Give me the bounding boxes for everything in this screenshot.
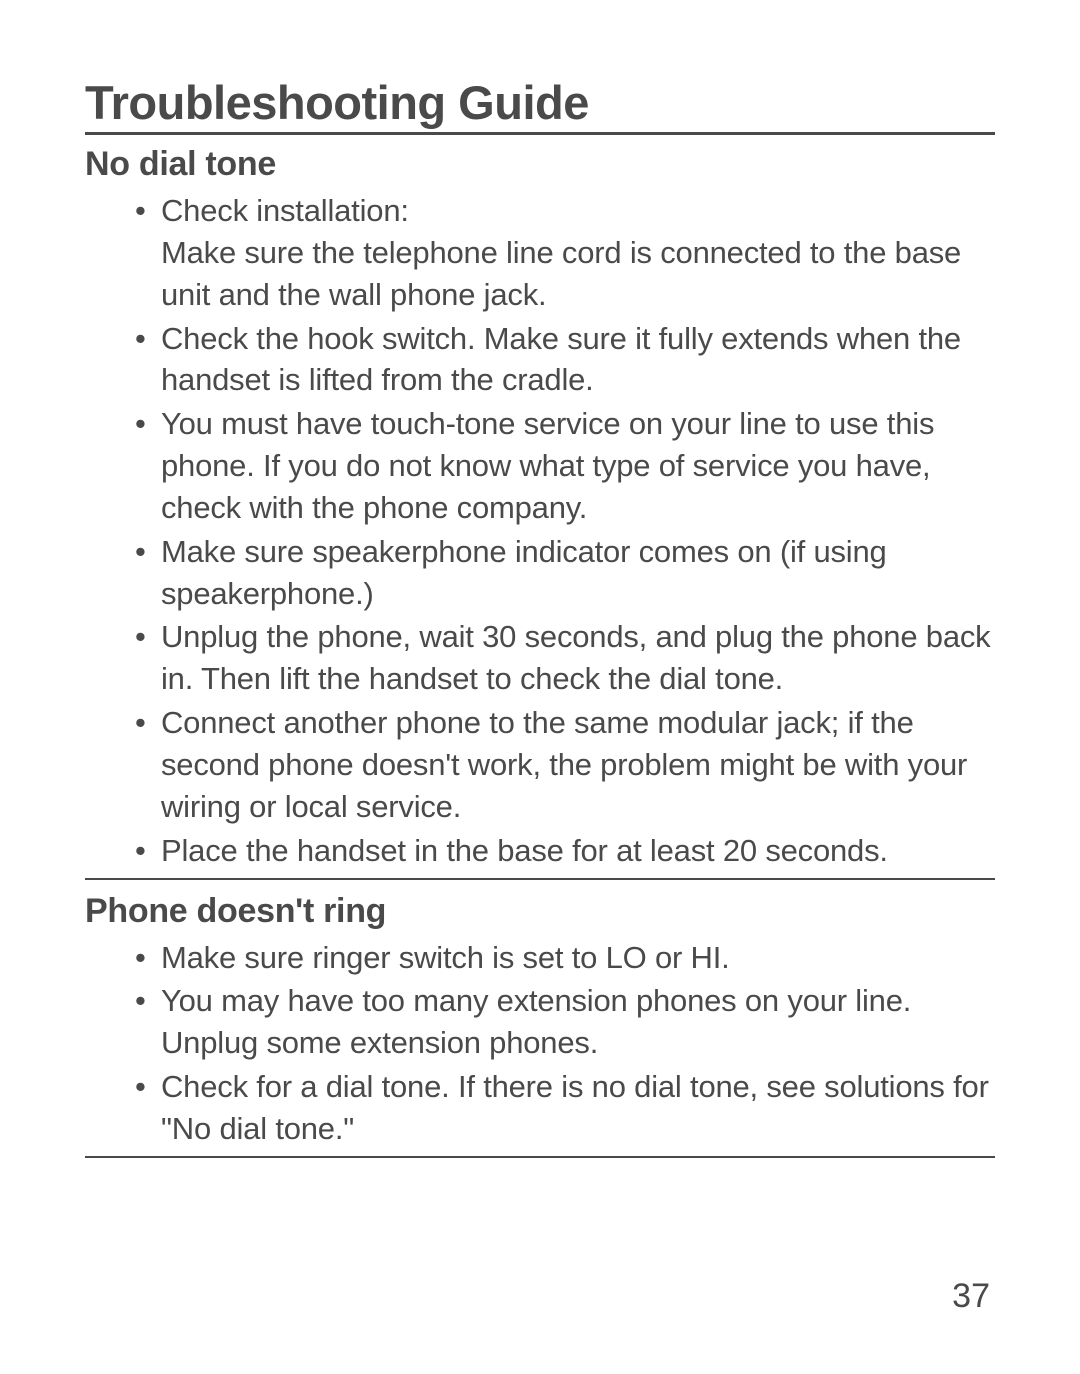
list-item: Place the handset in the base for at lea…: [135, 830, 995, 872]
list-item: Unplug the phone, wait 30 seconds, and p…: [135, 616, 995, 700]
list-item-subtext: Make sure the telephone line cord is con…: [161, 232, 995, 316]
list-item: Check installation: Make sure the teleph…: [135, 190, 995, 316]
list-item-text: Check installation:: [161, 193, 409, 228]
section-phone-doesnt-ring: Phone doesn't ring Make sure ringer swit…: [85, 892, 995, 1150]
list-item: Make sure ringer switch is set to LO or …: [135, 937, 995, 979]
list-item: Check for a dial tone. If there is no di…: [135, 1066, 995, 1150]
list-item: Connect another phone to the same modula…: [135, 702, 995, 828]
section-heading: Phone doesn't ring: [85, 892, 995, 931]
section-no-dial-tone: No dial tone Check installation: Make su…: [85, 145, 995, 872]
section-divider: [85, 1156, 995, 1158]
list-item: Check the hook switch. Make sure it full…: [135, 318, 995, 402]
page-number: 37: [952, 1277, 990, 1316]
section-heading: No dial tone: [85, 145, 995, 184]
list-item: Make sure speakerphone indicator comes o…: [135, 531, 995, 615]
list-item: You may have too many extension phones o…: [135, 980, 995, 1064]
section-divider: [85, 878, 995, 880]
page-title: Troubleshooting Guide: [85, 75, 995, 135]
bullet-list: Check installation: Make sure the teleph…: [85, 190, 995, 872]
list-item: You must have touch-tone service on your…: [135, 403, 995, 529]
bullet-list: Make sure ringer switch is set to LO or …: [85, 937, 995, 1150]
